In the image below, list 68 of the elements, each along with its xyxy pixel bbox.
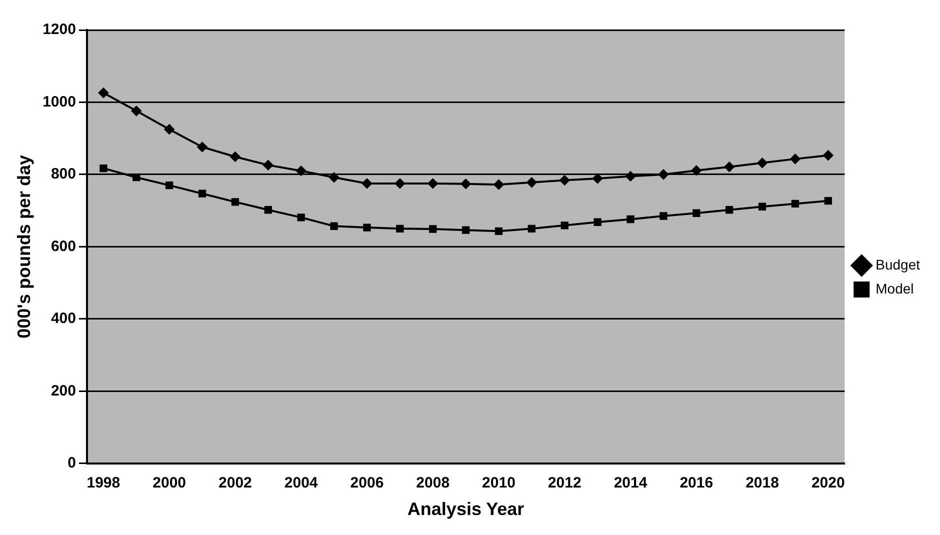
x-tick-label: 2018 [746, 474, 779, 492]
legend-label: Budget [876, 256, 920, 272]
point [691, 165, 702, 176]
point [329, 172, 340, 182]
point [528, 224, 536, 232]
point [263, 160, 274, 170]
x-tick-label: 2016 [680, 474, 714, 492]
x-tick-label: 2008 [416, 474, 450, 492]
x-tick-label: 2006 [350, 474, 384, 492]
point [494, 227, 503, 235]
x-axis-title: Analysis Year [407, 499, 524, 520]
x-tick-label: 2000 [152, 474, 186, 492]
point [791, 200, 800, 208]
y-tick-label: 0 [68, 454, 76, 472]
point [724, 162, 734, 172]
x-tick-label: 2020 [811, 474, 845, 492]
point [726, 206, 734, 214]
point [626, 215, 634, 224]
point [594, 218, 602, 226]
point [790, 154, 800, 164]
point [626, 171, 636, 182]
point [592, 173, 603, 184]
point [297, 214, 305, 222]
point [98, 88, 108, 98]
y-tick-label: 400 [50, 310, 76, 328]
point [692, 209, 700, 217]
point [494, 180, 504, 190]
point [428, 178, 438, 188]
point [757, 158, 768, 168]
point [264, 206, 272, 214]
point [660, 212, 668, 220]
y-tick-label: 800 [50, 166, 76, 183]
y-tick-label: 1200 [42, 21, 76, 38]
x-tick-label: 2004 [284, 474, 318, 492]
point [100, 164, 108, 172]
point [824, 197, 832, 205]
point [362, 178, 372, 188]
point [231, 198, 240, 206]
y-tick-label: 600 [50, 238, 76, 255]
point [526, 177, 537, 188]
point [198, 190, 206, 198]
point [330, 222, 338, 230]
point [658, 169, 668, 180]
legend-label: Model [876, 280, 914, 296]
x-tick-label: 1998 [86, 474, 120, 492]
point [560, 222, 568, 230]
x-tick-label: 2012 [548, 474, 582, 492]
point [296, 166, 306, 176]
point [197, 142, 208, 152]
point [429, 225, 437, 233]
x-tick-label: 2014 [614, 474, 648, 492]
point [394, 178, 405, 188]
point [165, 181, 174, 190]
y-tick-label: 200 [50, 382, 76, 400]
point [560, 175, 570, 186]
point [131, 106, 142, 116]
x-tick-label: 2010 [482, 474, 516, 492]
y-tick-label: 1000 [42, 93, 76, 110]
point [164, 124, 174, 134]
x-tick-label: 2002 [218, 474, 252, 492]
point [363, 224, 371, 232]
point [758, 202, 766, 210]
point [230, 152, 240, 162]
point [823, 150, 834, 160]
point [396, 224, 404, 232]
point [462, 226, 470, 234]
y-axis-title: 000's pounds per day [14, 155, 34, 338]
point [460, 178, 471, 189]
